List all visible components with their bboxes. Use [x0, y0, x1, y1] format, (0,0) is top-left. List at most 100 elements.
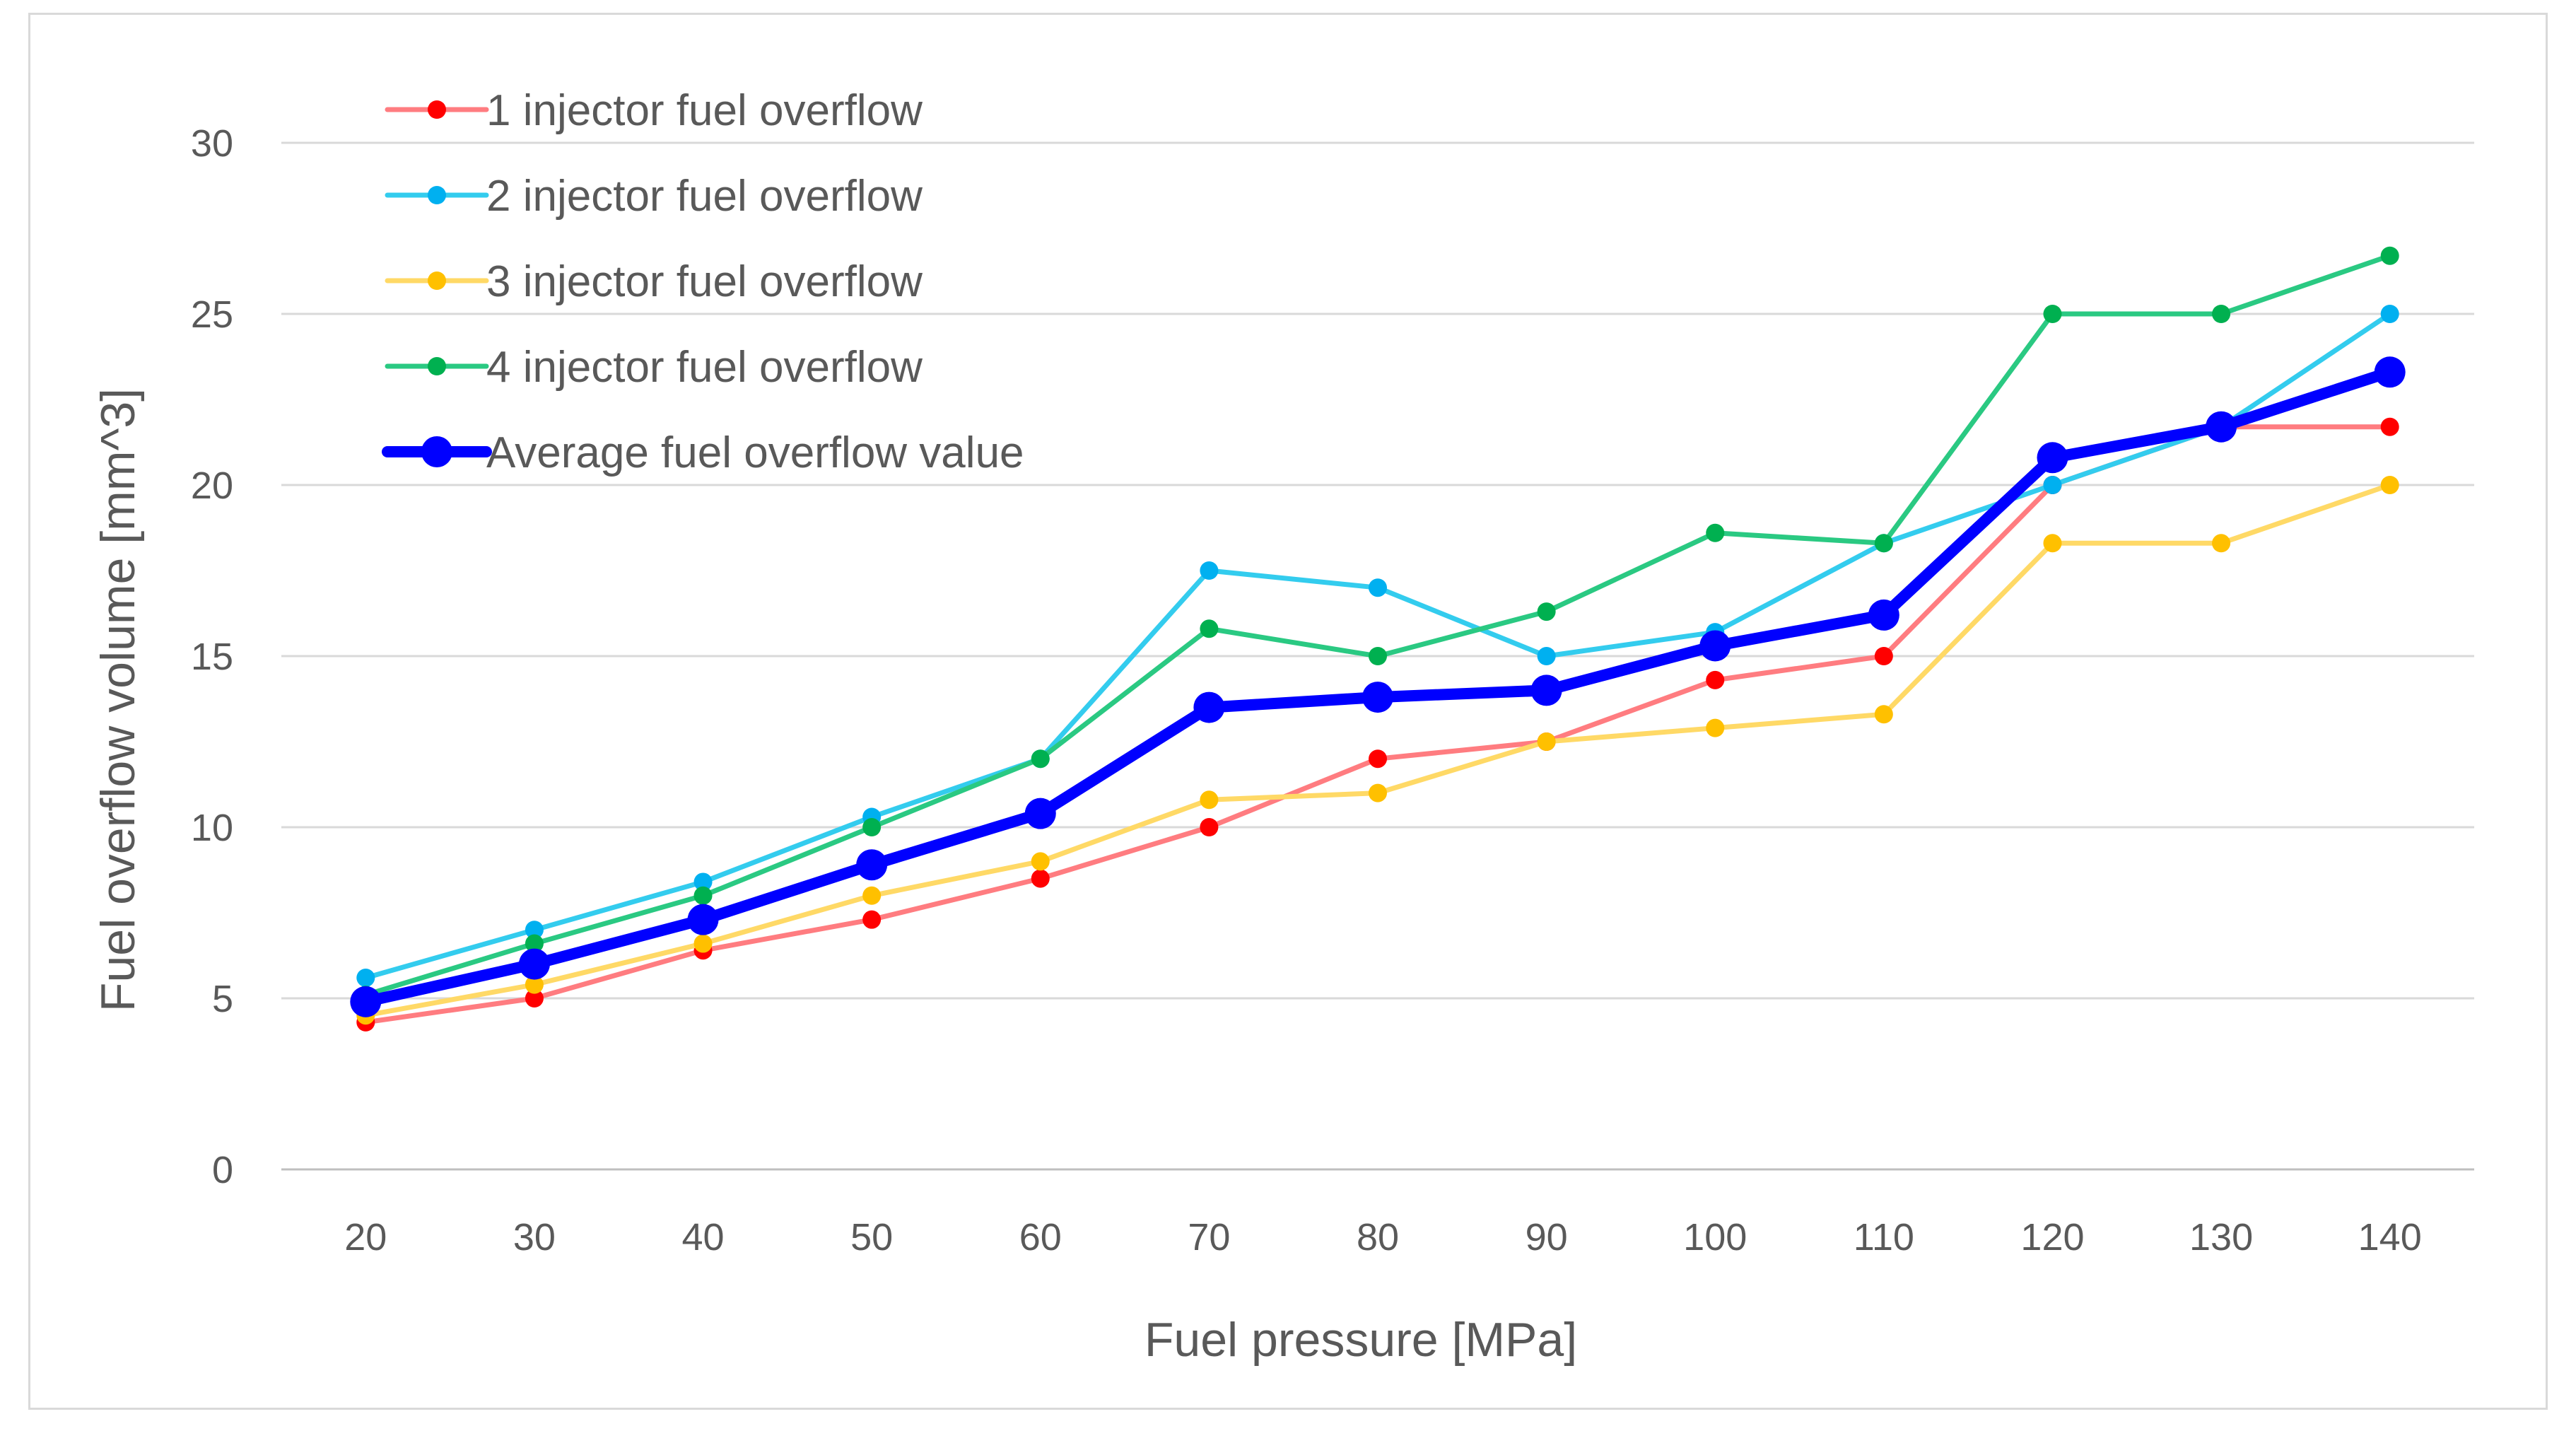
data-point — [1874, 705, 1893, 724]
data-point — [1200, 619, 1219, 638]
legend-item-5: Average fuel overflow value — [382, 428, 1024, 477]
data-point — [693, 934, 713, 953]
data-point — [525, 989, 544, 1007]
data-point — [1024, 798, 1056, 829]
y-tick-label: 5 — [212, 978, 233, 1020]
data-point — [1193, 691, 1225, 723]
series-line — [363, 311, 2393, 981]
data-point — [2380, 476, 2399, 494]
data-point — [862, 818, 882, 836]
legend: 1 injector fuel overflow 2 injector fuel … — [382, 86, 1024, 477]
x-axis-title: Fuel pressure [MPa] — [1144, 1313, 1577, 1367]
legend-swatch-marker — [428, 357, 446, 375]
data-point — [525, 921, 544, 940]
legend-label: 4 injector fuel overflow — [486, 343, 923, 392]
data-point — [1200, 790, 1219, 810]
data-point — [1369, 647, 1387, 665]
data-point — [2037, 442, 2068, 474]
data-point — [1874, 647, 1893, 665]
legend-label: 2 injector fuel overflow — [486, 172, 923, 221]
data-point — [1537, 647, 1556, 665]
axes: Fuel pressure [MPa] Fuel overflow volume… — [91, 122, 2422, 1367]
y-tick-label: 0 — [212, 1149, 233, 1191]
x-tick-label: 120 — [2020, 1216, 2084, 1258]
x-tick-label: 60 — [1019, 1216, 1062, 1258]
data-point — [2380, 246, 2399, 265]
x-tick-label: 110 — [1854, 1216, 1914, 1258]
data-point — [1706, 670, 1725, 689]
data-point — [2380, 305, 2399, 323]
legend-label: Average fuel overflow value — [486, 428, 1024, 477]
data-point — [1706, 523, 1725, 542]
series-4 — [356, 246, 2399, 1005]
y-tick-label: 25 — [191, 293, 233, 336]
data-point — [1362, 682, 1393, 713]
y-tick-label: 10 — [191, 807, 233, 849]
y-tick-label: 30 — [191, 122, 233, 165]
legend-item-2: 2 injector fuel overflow — [385, 172, 923, 221]
legend-label: 1 injector fuel overflow — [486, 86, 923, 135]
data-point — [693, 886, 713, 905]
data-point — [1200, 818, 1219, 836]
data-point — [1537, 602, 1556, 621]
legend-label: 3 injector fuel overflow — [486, 257, 923, 306]
legend-item-3: 3 injector fuel overflow — [385, 257, 923, 306]
data-point — [1369, 578, 1387, 597]
legend-swatch-marker — [428, 186, 446, 204]
data-point — [1699, 630, 1731, 662]
x-tick-label: 20 — [344, 1216, 387, 1258]
data-point — [2212, 534, 2231, 553]
data-point — [1031, 852, 1050, 871]
data-point — [862, 910, 882, 929]
series-1 — [356, 417, 2399, 1032]
data-point — [1031, 749, 1050, 769]
legend-item-4: 4 injector fuel overflow — [385, 343, 923, 392]
series-5 — [350, 356, 2406, 1017]
x-tick-label: 40 — [681, 1216, 724, 1258]
series-2 — [356, 305, 2399, 987]
data-point — [2043, 534, 2062, 553]
legend-swatch-marker — [428, 100, 446, 119]
x-tick-label: 100 — [1683, 1216, 1747, 1258]
data-point — [1031, 869, 1050, 888]
data-point — [856, 849, 888, 881]
data-point — [1874, 534, 1893, 553]
data-point — [1200, 561, 1219, 580]
data-point — [2374, 356, 2406, 388]
x-tick-label: 130 — [2189, 1216, 2253, 1258]
series-3 — [356, 476, 2399, 1025]
y-tick-label: 15 — [191, 636, 233, 678]
data-point — [2212, 305, 2231, 323]
data-point — [1369, 783, 1387, 802]
legend-swatch-marker — [428, 271, 446, 290]
data-point — [525, 934, 544, 953]
y-axis-title: Fuel overflow volume [mm^3] — [91, 388, 145, 1012]
data-point — [518, 948, 550, 980]
x-tick-label: 50 — [850, 1216, 893, 1258]
x-tick-label: 90 — [1526, 1216, 1568, 1258]
x-tick-label: 70 — [1188, 1216, 1230, 1258]
data-point — [1530, 674, 1562, 706]
legend-swatch-marker — [421, 436, 452, 467]
data-point — [1868, 599, 1899, 631]
x-tick-label: 140 — [2358, 1216, 2422, 1258]
data-point — [693, 872, 713, 892]
series — [350, 246, 2406, 1032]
data-point — [2043, 305, 2062, 323]
legend-item-1: 1 injector fuel overflow — [385, 86, 923, 135]
y-tick-label: 20 — [191, 465, 233, 507]
data-point — [1706, 718, 1725, 737]
data-point — [862, 886, 882, 905]
data-point — [2380, 417, 2399, 436]
data-point — [687, 904, 719, 935]
data-point — [2206, 411, 2237, 443]
x-tick-label: 30 — [513, 1216, 556, 1258]
data-point — [525, 975, 544, 994]
chart-frame — [28, 13, 2548, 1410]
data-point — [1369, 749, 1387, 769]
data-point — [350, 986, 382, 1017]
data-point — [2043, 476, 2062, 494]
data-point — [356, 968, 375, 987]
data-point — [1537, 732, 1556, 751]
